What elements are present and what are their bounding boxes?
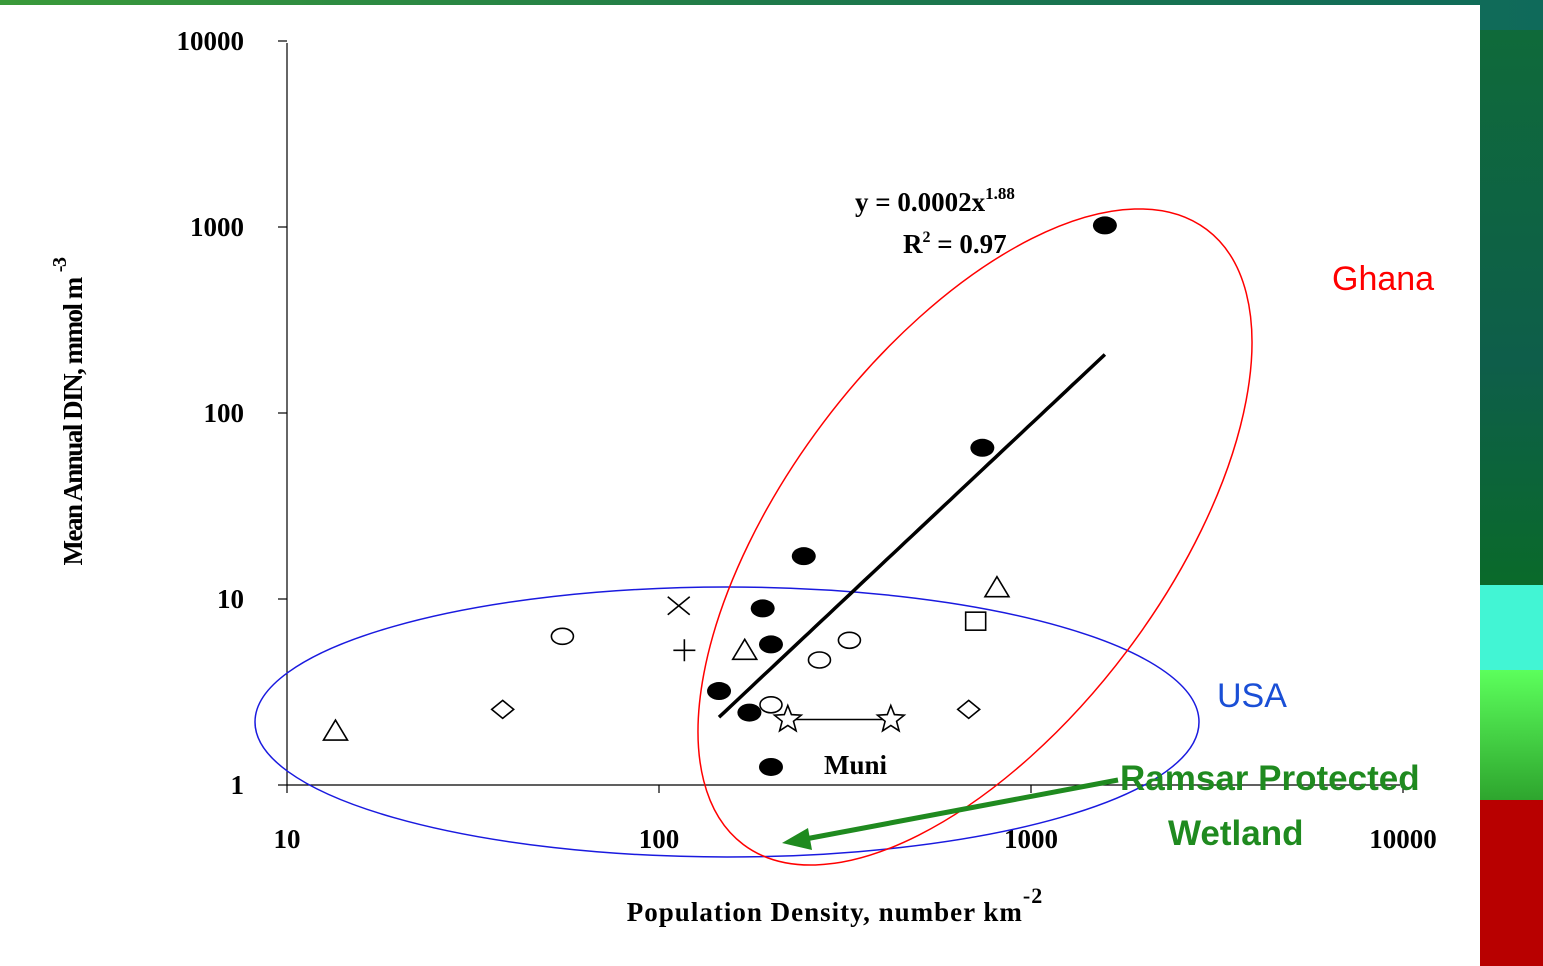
open-circle-marker — [807, 651, 832, 669]
cross-marker — [667, 596, 691, 616]
ramsar-label-line1: Ramsar Protected — [1120, 759, 1420, 798]
ghana-label: Ghana — [1332, 260, 1434, 298]
filled-circle-marker — [707, 682, 732, 701]
open-triangle-marker — [983, 575, 1011, 598]
y-axis-title-exponent: -3 — [49, 257, 71, 272]
usa-ellipse — [254, 586, 1200, 858]
filled-circle-marker — [750, 599, 775, 618]
open-diamond-marker — [490, 699, 515, 720]
x-axis-title-main: Population Density, number km — [627, 897, 1023, 927]
ramsar-arrow-shaft — [799, 777, 1119, 843]
y-tick-label: 1000 — [190, 212, 244, 242]
x-tick-label: 10000 — [1369, 824, 1437, 854]
ramsar-arrow — [782, 777, 1119, 850]
ramsar-arrow-head — [782, 828, 812, 850]
fit-r2-prefix: R — [903, 229, 923, 259]
data-markers — [322, 216, 1117, 776]
regression-fit-line — [717, 353, 1107, 719]
filled-circle-marker — [758, 635, 783, 654]
fit-r2-exponent: 2 — [923, 229, 931, 246]
open-diamond-marker — [956, 699, 981, 720]
open-circle-marker — [759, 695, 783, 714]
y-tick-label: 100 — [204, 398, 245, 428]
open-circle-marker — [550, 627, 575, 646]
usa-label: USA — [1217, 677, 1287, 715]
fit-r2-value: = 0.97 — [931, 229, 1007, 259]
tick-marks — [278, 40, 1404, 793]
fit-equation-base: y = 0.0002x — [855, 187, 986, 217]
y-tick-label: 10 — [217, 584, 244, 614]
open-star-marker — [875, 703, 907, 733]
filled-circle-marker — [791, 547, 816, 566]
axes — [286, 43, 1400, 786]
x-axis-title: Population Density, number km-2 — [627, 883, 1043, 927]
x-axis-title-exponent: -2 — [1023, 883, 1043, 908]
filled-circle-marker — [758, 757, 783, 776]
open-triangle-marker — [322, 718, 349, 741]
x-tick-label: 10 — [274, 824, 301, 854]
tick-labels: 1 10 100 1000 10000 10 100 1000 10000 — [177, 26, 1437, 854]
open-square-marker — [964, 611, 987, 631]
fit-equation-exponent: 1.88 — [985, 184, 1015, 203]
y-axis-title-main: Mean Annual DIN, mmol m — [58, 276, 88, 565]
plus-marker — [673, 639, 696, 662]
filled-circle-marker — [737, 703, 762, 722]
ramsar-label-line2: Wetland — [1168, 814, 1303, 853]
fit-equation: y = 0.0002x1.88 — [855, 184, 1015, 217]
chart-panel — [0, 5, 1480, 966]
filled-circle-marker — [970, 438, 995, 457]
y-tick-label: 1 — [231, 770, 245, 800]
open-star-marker — [772, 703, 804, 733]
x-tick-label: 1000 — [1004, 824, 1058, 854]
open-triangle-marker — [731, 637, 759, 661]
ghana-ellipse — [697, 208, 1253, 866]
muni-label: Muni — [824, 750, 888, 780]
y-axis-title: Mean Annual DIN, mmol m -3 — [49, 257, 88, 565]
x-tick-label: 100 — [639, 824, 680, 854]
filled-circle-marker — [1092, 216, 1117, 235]
fit-r-squared: R2 = 0.97 — [903, 229, 1007, 259]
y-tick-label: 10000 — [177, 26, 245, 56]
open-circle-marker — [837, 631, 862, 650]
